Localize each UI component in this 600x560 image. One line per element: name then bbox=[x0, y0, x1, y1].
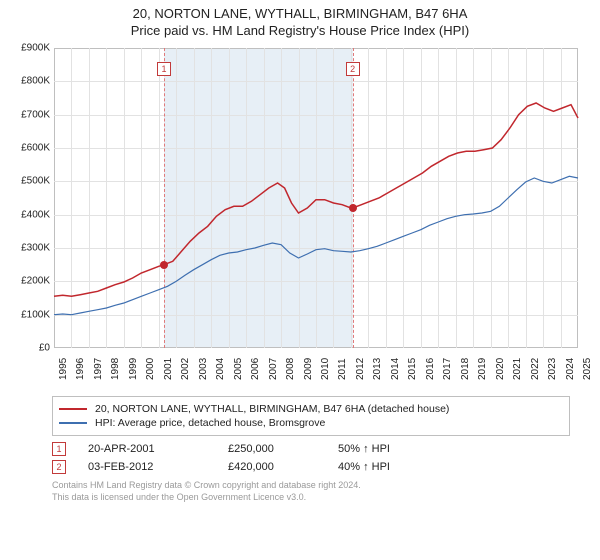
x-axis-label: 1997 bbox=[93, 358, 104, 380]
footnote: Contains HM Land Registry data © Crown c… bbox=[52, 480, 570, 503]
x-axis-label: 2004 bbox=[215, 358, 226, 380]
x-axis-label: 2021 bbox=[512, 358, 523, 380]
sale-marker-icon: 2 bbox=[52, 460, 66, 474]
title-sub: Price paid vs. HM Land Registry's House … bbox=[10, 23, 590, 38]
sale-price: £420,000 bbox=[228, 461, 338, 473]
legend-label: 20, NORTON LANE, WYTHALL, BIRMINGHAM, B4… bbox=[95, 403, 449, 415]
sale-rel-hpi: 40% ↑ HPI bbox=[338, 461, 448, 473]
x-axis-label: 2019 bbox=[477, 358, 488, 380]
legend-swatch bbox=[59, 422, 87, 424]
sale-marker-icon: 1 bbox=[52, 442, 66, 456]
x-axis-label: 1998 bbox=[110, 358, 121, 380]
title-address: 20, NORTON LANE, WYTHALL, BIRMINGHAM, B4… bbox=[10, 6, 590, 21]
sale-row: 1 20-APR-2001£250,00050% ↑ HPI bbox=[52, 442, 570, 456]
legend-item: 20, NORTON LANE, WYTHALL, BIRMINGHAM, B4… bbox=[59, 403, 563, 415]
footnote-line: This data is licensed under the Open Gov… bbox=[52, 492, 570, 504]
x-axis-label: 2010 bbox=[320, 358, 331, 380]
sale-rel-hpi: 50% ↑ HPI bbox=[338, 443, 448, 455]
x-axis-label: 2005 bbox=[233, 358, 244, 380]
x-axis-label: 2006 bbox=[250, 358, 261, 380]
x-axis-label: 2023 bbox=[547, 358, 558, 380]
sale-price: £250,000 bbox=[228, 443, 338, 455]
x-axis-label: 2003 bbox=[198, 358, 209, 380]
x-axis-label: 2012 bbox=[355, 358, 366, 380]
series-hpi bbox=[54, 176, 578, 314]
x-axis-label: 2007 bbox=[268, 358, 279, 380]
sale-row: 2 03-FEB-2012£420,00040% ↑ HPI bbox=[52, 460, 570, 474]
x-axis-label: 2002 bbox=[180, 358, 191, 380]
sales-table: 1 20-APR-2001£250,00050% ↑ HPI 2 03-FEB-201… bbox=[52, 442, 570, 474]
legend-item: HPI: Average price, detached house, Brom… bbox=[59, 417, 563, 429]
x-axis-label: 2015 bbox=[407, 358, 418, 380]
x-axis-label: 1999 bbox=[128, 358, 139, 380]
chart-titles: 20, NORTON LANE, WYTHALL, BIRMINGHAM, B4… bbox=[10, 6, 590, 38]
x-axis-label: 1995 bbox=[58, 358, 69, 380]
legend-label: HPI: Average price, detached house, Brom… bbox=[95, 417, 325, 429]
sale-date: 20-APR-2001 bbox=[88, 443, 228, 455]
sale-dot bbox=[349, 204, 357, 212]
footnote-line: Contains HM Land Registry data © Crown c… bbox=[52, 480, 570, 492]
sale-date: 03-FEB-2012 bbox=[88, 461, 228, 473]
x-axis-label: 2016 bbox=[425, 358, 436, 380]
x-axis-label: 2011 bbox=[337, 358, 348, 380]
x-axis-label: 2000 bbox=[145, 358, 156, 380]
legend-swatch bbox=[59, 408, 87, 410]
chart-lines bbox=[10, 42, 582, 352]
x-axis-label: 2022 bbox=[530, 358, 541, 380]
x-axis-label: 2014 bbox=[390, 358, 401, 380]
price-chart: £0£100K£200K£300K£400K£500K£600K£700K£80… bbox=[10, 42, 590, 392]
x-axis-label: 2013 bbox=[372, 358, 383, 380]
x-axis-label: 2025 bbox=[582, 358, 593, 380]
x-axis-label: 1996 bbox=[75, 358, 86, 380]
sale-dot bbox=[160, 261, 168, 269]
x-axis-label: 2018 bbox=[460, 358, 471, 380]
container: 20, NORTON LANE, WYTHALL, BIRMINGHAM, B4… bbox=[0, 0, 600, 507]
series-price_paid bbox=[54, 103, 578, 296]
x-axis-label: 2024 bbox=[565, 358, 576, 380]
x-axis-label: 2020 bbox=[495, 358, 506, 380]
x-axis-label: 2017 bbox=[442, 358, 453, 380]
x-axis-label: 2009 bbox=[303, 358, 314, 380]
legend: 20, NORTON LANE, WYTHALL, BIRMINGHAM, B4… bbox=[52, 396, 570, 436]
x-axis-label: 2001 bbox=[163, 358, 174, 380]
x-axis-label: 2008 bbox=[285, 358, 296, 380]
